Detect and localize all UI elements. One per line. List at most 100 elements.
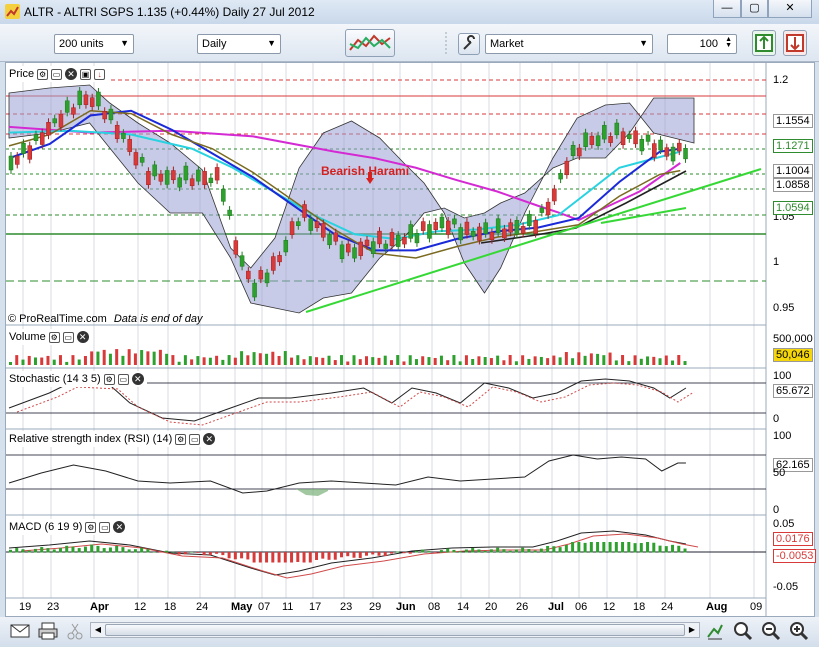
macd-histogram-bar — [639, 543, 643, 553]
window-icon[interactable]: ▭ — [99, 521, 111, 533]
volume-bar — [9, 362, 12, 365]
candle-body — [364, 239, 370, 247]
volume-bar — [52, 359, 56, 365]
period-select[interactable]: Daily ▼ — [197, 34, 281, 54]
macd-histogram-bar — [308, 552, 312, 563]
candle-body — [271, 256, 276, 271]
candle-body — [277, 255, 282, 263]
scissors-icon[interactable] — [66, 622, 84, 640]
window-title: ALTR - ALTRI SGPS 1.135 (+0.44%) Daily 2… — [24, 5, 315, 19]
volume-bar — [283, 351, 287, 365]
window-icon[interactable]: ▭ — [51, 68, 63, 80]
volume-bar — [527, 358, 531, 365]
candle-body — [27, 145, 32, 160]
price-panel-title: Price — [9, 68, 35, 80]
buy-button[interactable] — [752, 30, 776, 56]
macd-histogram-bar — [396, 551, 400, 553]
macd-histogram-bar — [664, 546, 668, 553]
units-select[interactable]: 200 units ▼ — [54, 34, 134, 54]
volume-bar — [340, 355, 344, 365]
wrench-icon[interactable]: ⚙ — [103, 373, 115, 385]
macd-panel-title: MACD (6 19 9) — [9, 521, 83, 533]
x-tick-label: 29 — [369, 601, 382, 613]
scroll-left-icon[interactable]: ◀ — [94, 625, 102, 634]
volume-bar — [140, 350, 144, 365]
volume-bar — [133, 353, 137, 365]
x-tick-label: 08 — [428, 601, 441, 613]
volume-bar — [277, 355, 281, 365]
print-icon[interactable] — [38, 622, 58, 640]
macd-axis-label: -0.05 — [773, 581, 799, 593]
zoom-out-icon[interactable] — [761, 621, 781, 641]
macd-histogram-bar — [646, 542, 650, 553]
sell-button[interactable] — [783, 30, 807, 56]
candle-body — [96, 91, 101, 107]
macd-histogram-bar — [165, 550, 169, 553]
close-icon[interactable]: ✕ — [76, 331, 89, 343]
order-type-select[interactable]: Market ▼ — [485, 34, 653, 54]
macd-histogram-bar — [333, 552, 337, 560]
candle-body — [670, 146, 676, 162]
volume-bar — [539, 356, 543, 365]
candle-body — [527, 214, 532, 226]
volume-bar — [471, 359, 475, 365]
wrench-icon[interactable]: ⚙ — [85, 521, 97, 533]
macd-histogram-bar — [633, 543, 637, 553]
minimize-button[interactable]: — — [713, 0, 741, 18]
close-icon[interactable]: ✕ — [203, 433, 216, 445]
indicators-button[interactable] — [345, 29, 395, 57]
scroll-right-icon[interactable]: ▶ — [688, 625, 696, 634]
macd-histogram-bar — [77, 548, 81, 553]
volume-bar — [427, 357, 431, 365]
level-box: 1.0858 — [773, 178, 813, 192]
volume-bar — [608, 352, 612, 365]
zoom-in-icon[interactable] — [789, 621, 809, 641]
macd-histogram-bar — [571, 542, 575, 553]
close-icon[interactable]: ✕ — [65, 68, 78, 80]
volume-panel-title: Volume — [9, 331, 46, 343]
macd-histogram-bar — [265, 552, 269, 563]
wrench-icon[interactable]: ⚙ — [175, 433, 187, 445]
close-icon[interactable]: ✕ — [131, 373, 144, 385]
volume-bar — [646, 356, 650, 365]
candle-body — [296, 221, 301, 226]
candle-body — [39, 132, 45, 145]
window-icon[interactable]: ▭ — [189, 433, 201, 445]
candle-body — [146, 171, 151, 185]
order-type-value: Market — [490, 38, 524, 50]
wrench-icon[interactable]: ⚙ — [37, 68, 49, 80]
mail-icon[interactable] — [10, 623, 30, 639]
volume-bar — [452, 355, 456, 365]
close-button[interactable]: ✕ — [768, 0, 812, 18]
scrollbar-thumb[interactable] — [105, 624, 685, 636]
macd-histogram-bar — [140, 547, 144, 553]
macd-histogram-bar — [527, 549, 531, 553]
window-icon[interactable]: ▭ — [62, 331, 74, 343]
candle-body — [189, 178, 195, 187]
maximize-button[interactable]: ▢ — [741, 0, 768, 18]
macd-histogram-bar — [352, 552, 356, 558]
volume-bar — [202, 357, 206, 365]
candle-body — [208, 177, 214, 184]
macd-histogram-bar — [315, 552, 319, 560]
candle-body — [108, 108, 114, 121]
volume-bar — [190, 359, 194, 365]
volume-bar — [221, 359, 225, 365]
download-icon[interactable]: ↓ — [94, 68, 106, 80]
settings-icon[interactable]: ▣ — [80, 68, 92, 80]
window-icon[interactable]: ▭ — [117, 373, 129, 385]
close-icon[interactable]: ✕ — [113, 521, 126, 533]
volume-bar — [677, 355, 681, 365]
quantity-stepper[interactable]: 100 ▲ ▼ — [667, 34, 737, 54]
wrench-button[interactable] — [458, 33, 480, 55]
cyan-ma-line — [8, 129, 681, 241]
autoscale-icon[interactable] — [706, 621, 724, 641]
macd-histogram-bar — [15, 548, 19, 553]
zoom-fit-icon[interactable] — [733, 621, 753, 641]
wrench-icon[interactable]: ⚙ — [48, 331, 60, 343]
candle-body — [14, 155, 20, 165]
volume-bar — [621, 355, 625, 365]
volume-bar — [533, 356, 537, 365]
macd-histogram-bar — [158, 552, 162, 553]
horizontal-scrollbar[interactable]: ◀ ▶ — [90, 622, 700, 638]
